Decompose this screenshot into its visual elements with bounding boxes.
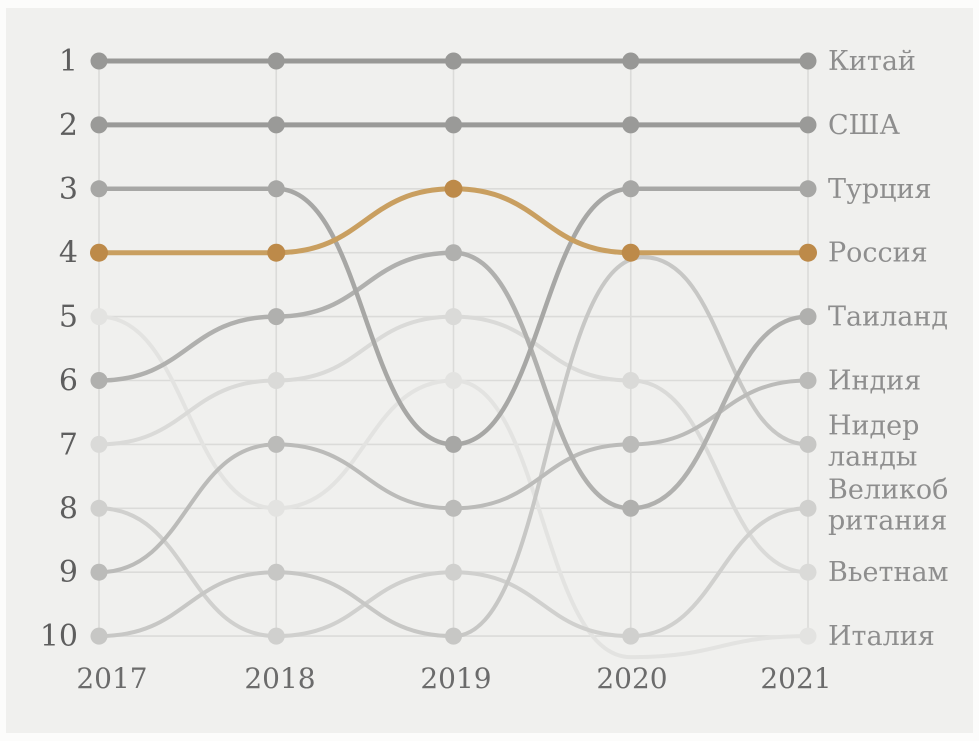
dot-uk-2020 — [622, 627, 640, 645]
year-label-2019: 2019 — [420, 662, 491, 695]
dot-india-2020 — [622, 435, 640, 453]
dot-netherlands-2021 — [799, 435, 817, 453]
dot-india-2017 — [90, 563, 108, 581]
dot-vietnam-2018 — [267, 372, 285, 389]
dot-china-2018 — [267, 52, 285, 70]
dot-italy-2018 — [267, 499, 285, 517]
dot-turkey-2020 — [622, 180, 640, 198]
dot-usa-2019 — [445, 116, 462, 134]
rank-label-9: 9 — [59, 555, 78, 590]
rank-label-4: 4 — [59, 236, 78, 271]
country-label-vietnam: Вьетнам — [828, 557, 949, 588]
country-label-netherlands-line2: ланды — [828, 441, 917, 472]
rank-label-2: 2 — [59, 108, 78, 143]
dot-russia-2017 — [90, 243, 108, 262]
series-russia — [90, 179, 817, 262]
gridlines — [98, 60, 809, 637]
dot-thailand-2020 — [622, 499, 640, 517]
dot-vietnam-2020 — [622, 372, 640, 389]
dot-uk-2017 — [90, 499, 108, 517]
dot-turkey-2017 — [90, 180, 108, 198]
country-label-uk-line1: Великоб — [828, 474, 948, 505]
country-label-uk-line2: ритания — [828, 505, 947, 536]
dot-thailand-2017 — [90, 372, 108, 389]
dot-usa-2017 — [90, 116, 108, 134]
dot-china-2021 — [799, 52, 817, 70]
dot-india-2019 — [445, 499, 462, 517]
rank-label-5: 5 — [59, 300, 78, 335]
dot-thailand-2021 — [799, 308, 817, 326]
rank-label-7: 7 — [59, 427, 78, 462]
dot-thailand-2019 — [445, 244, 462, 262]
dot-italy-2019 — [445, 372, 462, 389]
dot-thailand-2018 — [267, 308, 285, 326]
country-label-india: Индия — [828, 366, 921, 397]
dot-netherlands-2018 — [267, 563, 285, 581]
series-italy — [90, 308, 817, 660]
dot-vietnam-2017 — [90, 435, 108, 453]
dot-russia-2020 — [621, 243, 640, 262]
dot-turkey-2019 — [445, 435, 462, 453]
line-netherlands — [97, 255, 810, 639]
series-china — [90, 52, 817, 70]
dot-china-2019 — [445, 52, 462, 70]
dot-usa-2018 — [267, 116, 285, 134]
series-uk — [90, 499, 817, 645]
year-label-2018: 2018 — [244, 662, 315, 695]
dot-usa-2021 — [799, 116, 817, 134]
year-label-2020: 2020 — [596, 662, 667, 695]
year-axis-labels: 2017 2018 2019 2020 2021 — [76, 662, 831, 695]
country-label-turkey: Турция — [828, 174, 932, 205]
series-usa — [90, 116, 817, 134]
dot-vietnam-2019 — [445, 308, 462, 326]
dot-russia-2021 — [799, 243, 817, 262]
country-label-usa: США — [828, 110, 900, 141]
dot-uk-2019 — [445, 563, 462, 581]
country-label-russia: Россия — [828, 238, 928, 269]
dot-uk-2018 — [267, 627, 285, 645]
series-thailand — [90, 244, 817, 517]
dot-usa-2020 — [622, 116, 640, 134]
year-label-2021: 2021 — [760, 662, 831, 695]
rank-label-3: 3 — [59, 172, 78, 207]
country-label-china: Китай — [828, 46, 916, 77]
country-label-italy: Италия — [828, 621, 935, 652]
country-label-thailand: Таиланд — [828, 302, 948, 333]
country-label-netherlands-line1: Нидер — [828, 410, 919, 441]
series-india — [90, 372, 817, 581]
series-turkey — [90, 180, 817, 453]
dot-turkey-2021 — [799, 180, 817, 198]
dot-china-2020 — [622, 52, 640, 70]
dot-vietnam-2021 — [799, 563, 817, 581]
dot-india-2021 — [799, 372, 817, 389]
line-vietnam — [97, 314, 810, 575]
dot-uk-2021 — [799, 499, 817, 517]
rank-label-8: 8 — [59, 491, 78, 526]
dot-russia-2019 — [444, 179, 463, 198]
rank-label-10: 10 — [40, 619, 78, 654]
dot-netherlands-2017 — [90, 627, 108, 645]
rank-label-1: 1 — [59, 44, 78, 79]
dot-russia-2018 — [267, 243, 286, 262]
year-label-2017: 2017 — [76, 662, 147, 695]
series-vietnam — [90, 308, 817, 581]
dot-italy-2021 — [799, 627, 817, 645]
rank-label-6: 6 — [59, 364, 78, 399]
dot-netherlands-2019 — [445, 627, 462, 645]
dot-turkey-2018 — [267, 180, 285, 198]
series-netherlands — [90, 255, 817, 645]
dot-china-2017 — [90, 52, 108, 70]
line-thailand — [96, 250, 811, 511]
dot-italy-2017 — [90, 308, 108, 326]
rank-axis-labels: 1 2 3 4 5 6 7 8 9 10 — [40, 44, 78, 654]
dot-india-2018 — [267, 435, 285, 453]
